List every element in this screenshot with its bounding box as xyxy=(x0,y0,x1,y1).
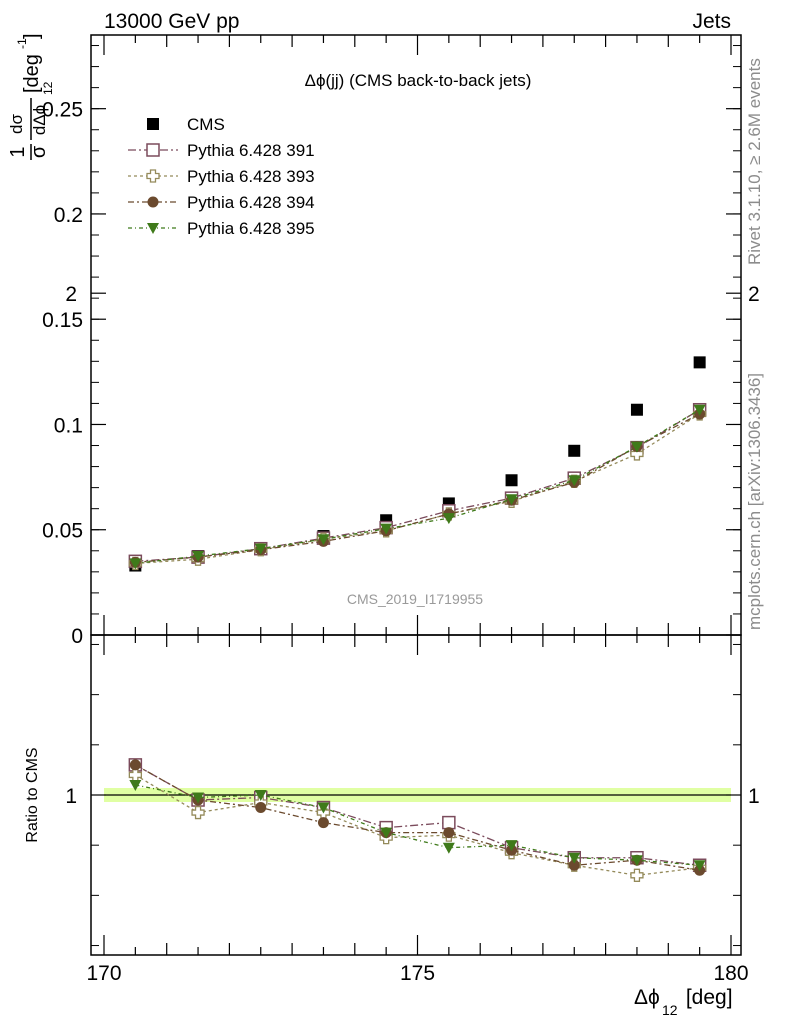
ratio-data-point xyxy=(505,840,518,852)
ratio-data-point xyxy=(255,802,267,814)
ratio-series-line xyxy=(135,784,700,866)
ratio-data-point xyxy=(129,759,141,771)
main-title: Δϕ(jj) (CMS back-to-back jets) xyxy=(305,71,532,90)
ratio-ytick-label-right: 2 xyxy=(748,283,760,306)
ratio-data-point xyxy=(380,827,393,839)
ratio-data-point xyxy=(317,817,329,829)
main-ytick-label: 0.15 xyxy=(42,309,83,332)
main-data-point xyxy=(630,403,643,416)
ratio-data-point xyxy=(630,868,644,882)
ratio-data-point xyxy=(254,790,267,801)
legend-marker xyxy=(146,169,160,183)
ratio-data-point xyxy=(630,855,643,867)
ratio-series-line xyxy=(135,764,700,871)
ratio-series-line xyxy=(135,774,700,876)
main-ytick-label: 0.25 xyxy=(42,99,83,122)
main-data-point xyxy=(568,475,581,487)
main-ytick-label: 0 xyxy=(71,625,83,648)
main-data-point xyxy=(380,523,393,535)
legend: CMS Pythia 6.428 391 Pythia 6.428 393 Pythi… xyxy=(128,115,315,238)
main-series-line xyxy=(135,409,700,562)
legend-label: Pythia 6.428 395 xyxy=(187,219,315,238)
main-data-point xyxy=(630,441,643,453)
ratio-data-point xyxy=(442,815,456,830)
ylabel-frac-num: 1 xyxy=(7,146,29,157)
main-data-point xyxy=(505,474,518,487)
ylabel-d-den-sub: 12 xyxy=(41,81,55,95)
main-data-point xyxy=(254,543,267,555)
main-series-line xyxy=(135,409,700,565)
main-series-line xyxy=(135,413,700,564)
ratio-data-point xyxy=(317,802,330,814)
main-ylabel: 1 σ dσ dΔϕ 12 [deg -1 ] xyxy=(7,33,55,160)
main-series-line xyxy=(135,413,700,565)
legend-label: Pythia 6.428 391 xyxy=(187,141,315,160)
main-data-point xyxy=(317,534,330,546)
ylabel-unit-sup: -1 xyxy=(15,38,29,49)
main-data-point xyxy=(693,356,706,369)
ratio-ytick-label: 1 xyxy=(65,785,77,808)
main-ytick-label: 0.05 xyxy=(42,520,83,543)
legend-label: Pythia 6.428 393 xyxy=(187,167,315,186)
ratio-data-point xyxy=(693,860,706,872)
xlabel-main: Δϕ xyxy=(634,986,660,1009)
main-data-point xyxy=(568,444,581,457)
main-data-point xyxy=(693,404,706,416)
ratio-ytick-label: 2 xyxy=(65,283,77,306)
header-right: Jets xyxy=(692,10,731,33)
main-data-point xyxy=(192,551,205,563)
main-panel: 0 0.05 0.1 0.15 0.2 0.25 xyxy=(42,34,742,648)
xtick-label: 175 xyxy=(400,962,435,985)
ratio-data-point xyxy=(568,859,580,871)
ylabel-unit: [deg xyxy=(21,54,43,93)
ratio-series-line xyxy=(135,764,700,866)
ratio-data-point xyxy=(442,842,455,854)
ratio-ylabel: Ratio to CMS xyxy=(24,747,41,842)
xtick-label: 170 xyxy=(86,962,121,985)
xlabel-unit: [deg] xyxy=(680,986,733,1009)
legend-marker xyxy=(147,196,159,208)
ratio-data-point xyxy=(568,852,581,864)
ratio-data-point xyxy=(443,827,455,839)
ylabel-frac-den: σ xyxy=(28,145,50,158)
legend-marker xyxy=(146,143,160,157)
xlabel: Δϕ 12 [deg] xyxy=(634,986,733,1018)
xtick-label: 180 xyxy=(713,962,748,985)
mcplots-label: mcplots.cern.ch [arXiv:1306.3436] xyxy=(745,373,764,630)
main-data-point xyxy=(442,513,455,525)
ratio-data-point xyxy=(129,779,142,791)
ratio-data-point xyxy=(192,792,205,804)
rivet-label: Rivet 3.1.10, ≥ 2.6M events xyxy=(745,58,764,265)
main-data-point xyxy=(129,558,142,570)
ylabel-d-den: dΔϕ xyxy=(30,105,49,135)
ratio-panel: 1701751800.50.51122 xyxy=(65,35,760,985)
main-ytick-label: 0.1 xyxy=(54,414,83,437)
main-ytick-label: 0.2 xyxy=(54,204,83,227)
ratio-data-point xyxy=(191,805,205,820)
xlabel-sub: 12 xyxy=(662,1002,678,1018)
legend-label: CMS xyxy=(187,115,225,134)
main-data-point xyxy=(505,494,518,506)
legend-marker xyxy=(147,118,159,130)
legend-marker xyxy=(147,223,159,234)
legend-label: Pythia 6.428 394 xyxy=(187,193,315,212)
ylabel-d-num: dσ xyxy=(7,114,26,134)
ratio-ytick-label-right: 1 xyxy=(748,785,760,808)
header-left: 13000 GeV pp xyxy=(104,10,239,33)
ylabel-unit-close: ] xyxy=(21,33,43,39)
watermark: CMS_2019_I1719955 xyxy=(347,591,483,607)
